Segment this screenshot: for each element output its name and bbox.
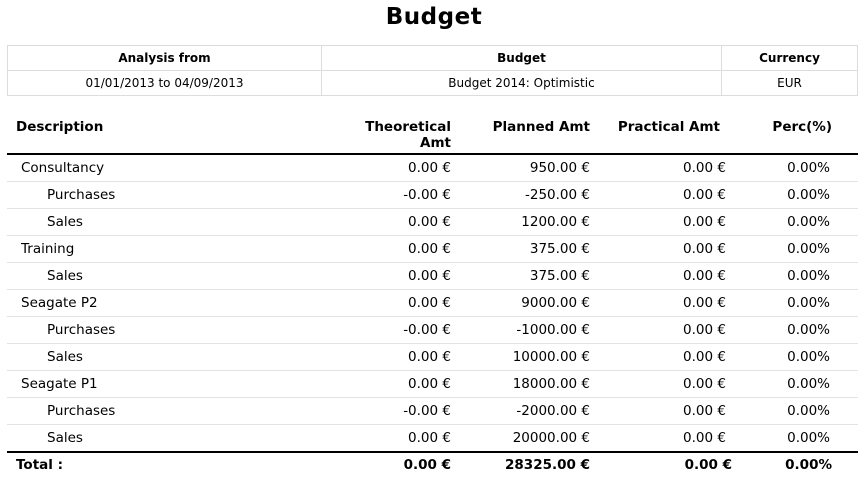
- total-practical: 0.00 €: [600, 451, 742, 477]
- row-perc: 0.00%: [787, 430, 830, 446]
- row-perc: 0.00%: [742, 181, 858, 209]
- budget-lines-table: Description Theoretical Amt Planned Amt P…: [7, 116, 858, 477]
- row-planned-amt: 10000.00 €: [462, 343, 600, 371]
- practical-column-header: Practical Amt: [600, 116, 742, 155]
- row-theoretical-amt: 0.00 €: [322, 343, 462, 371]
- row-theoretical-amt: -0.00 €: [322, 181, 462, 209]
- row-perc: 0.00%: [742, 289, 858, 317]
- budget-group-row: Consultancy 0.00 €950.00 €0.00 €0.00%: [7, 154, 858, 182]
- row-planned-amt: 18000.00 €: [462, 370, 600, 398]
- planned-header-label: Planned Amt: [492, 119, 590, 135]
- row-description: Seagate P2: [7, 289, 322, 317]
- row-practical-amt: 0.00 €: [600, 370, 742, 398]
- budget-group-row: Seagate P1 0.00 €18000.00 €0.00 €0.00%: [7, 370, 858, 398]
- currency-value: EUR: [721, 70, 858, 96]
- row-perc: 0.00%: [742, 208, 858, 236]
- info-value-row: 01/01/2013 to 04/09/2013 Budget 2014: Op…: [7, 70, 858, 96]
- perc-column-header: Perc(%): [742, 116, 858, 155]
- budget-line-row: Purchases -0.00 € -2000.00 €0.00 €0.00%: [7, 397, 858, 425]
- row-perc: 0.00%: [742, 343, 858, 371]
- planned-column-header: Planned Amt: [462, 116, 600, 155]
- row-practical-amt: 0.00 €: [600, 397, 742, 425]
- currency-header: Currency: [721, 45, 858, 71]
- row-theoretical-amt: 0.00 €: [322, 154, 462, 182]
- report-title: Budget: [385, 4, 483, 30]
- row-description: Consultancy: [7, 154, 322, 182]
- row-planned-amt: 375.00 €: [462, 262, 600, 290]
- row-planned-amt: 1200.00 €: [462, 208, 600, 236]
- budget-group-row: Seagate P2 0.00 €9000.00 €0.00 €0.00%: [7, 289, 858, 317]
- row-practical-amt: 0.00 €: [600, 289, 742, 317]
- budget-name: Budget 2014: Optimistic: [321, 70, 722, 96]
- row-practical-amt: 0.00 €: [600, 262, 742, 290]
- row-perc: 0.00%: [742, 370, 858, 398]
- row-planned-amt: -250.00 €: [462, 181, 600, 209]
- row-practical-amt: 0.00 €: [600, 235, 742, 263]
- row-description: Purchases: [7, 181, 322, 209]
- analysis-from-header: Analysis from: [7, 45, 322, 71]
- row-description: Sales: [7, 343, 322, 371]
- description-column-header: Description: [7, 116, 322, 155]
- row-practical-amt: 0.00 €: [683, 430, 726, 446]
- row-theoretical-amt: 0.00 €: [322, 235, 462, 263]
- row-theoretical-amt: 0.00 €: [408, 430, 451, 446]
- theoretical-header-line2: Amt: [420, 135, 451, 151]
- row-description: Sales: [7, 262, 322, 290]
- row-description: Seagate P1: [7, 370, 322, 398]
- practical-header-label: Practical Amt: [617, 119, 720, 135]
- budget-line-row: Sales 0.00 € 20000.00 € 0.00 € 0.00%: [7, 425, 858, 453]
- budget-line-row: Purchases -0.00 € -1000.00 €0.00 €0.00%: [7, 316, 858, 344]
- row-description: Purchases: [7, 316, 322, 344]
- row-planned-amt: -1000.00 €: [462, 316, 600, 344]
- row-theoretical-amt: -0.00 €: [322, 397, 462, 425]
- row-theoretical-amt: 0.00 €: [322, 208, 462, 236]
- row-practical-amt: 0.00 €: [600, 316, 742, 344]
- row-theoretical-amt: 0.00 €: [322, 262, 462, 290]
- row-planned-amt: 375.00 €: [462, 235, 600, 263]
- row-practical-amt: 0.00 €: [600, 154, 742, 182]
- theoretical-column-header: Theoretical Amt: [322, 116, 462, 155]
- row-perc: 0.00%: [742, 154, 858, 182]
- total-label: Total :: [7, 451, 322, 477]
- row-perc: 0.00%: [742, 397, 858, 425]
- row-planned-amt: 20000.00 €: [512, 430, 590, 446]
- row-description: Sales: [7, 208, 322, 236]
- row-perc: 0.00%: [742, 316, 858, 344]
- budget-group-row: Training 0.00 €375.00 €0.00 €0.00%: [7, 235, 858, 263]
- row-description: Sales: [47, 430, 83, 446]
- budget-line-row: Sales 0.00 €1200.00 €0.00 €0.00%: [7, 208, 858, 236]
- total-planned: 28325.00 €: [462, 451, 600, 477]
- analysis-period: 01/01/2013 to 04/09/2013: [7, 70, 322, 96]
- row-description: Purchases: [7, 397, 322, 425]
- report-info-table: Analysis from Budget Currency 01/01/2013…: [7, 45, 858, 96]
- total-row: Total : 0.00 € 28325.00 € 0.00 € 0.00%: [7, 451, 858, 477]
- row-planned-amt: -2000.00 €: [462, 397, 600, 425]
- total-perc: 0.00%: [742, 451, 858, 477]
- budget-line-row: Sales 0.00 €10000.00 €0.00 €0.00%: [7, 343, 858, 371]
- row-planned-amt: 950.00 €: [462, 154, 600, 182]
- row-theoretical-amt: 0.00 €: [322, 370, 462, 398]
- row-practical-amt: 0.00 €: [600, 208, 742, 236]
- theoretical-header-line1: Theoretical: [365, 119, 451, 135]
- column-header-row: Description Theoretical Amt Planned Amt P…: [7, 116, 858, 155]
- budget-header: Budget: [321, 45, 722, 71]
- row-theoretical-amt: -0.00 €: [322, 316, 462, 344]
- description-header-label: Description: [16, 119, 104, 135]
- info-header-row: Analysis from Budget Currency: [7, 45, 858, 71]
- perc-header-label: Perc(%): [772, 119, 832, 135]
- row-perc: 0.00%: [742, 262, 858, 290]
- budget-line-row: Sales 0.00 €375.00 €0.00 €0.00%: [7, 262, 858, 290]
- row-description: Training: [7, 235, 322, 263]
- row-practical-amt: 0.00 €: [600, 181, 742, 209]
- row-theoretical-amt: 0.00 €: [322, 289, 462, 317]
- budget-line-row: Purchases -0.00 € -250.00 €0.00 €0.00%: [7, 181, 858, 209]
- row-perc: 0.00%: [742, 235, 858, 263]
- row-planned-amt: 9000.00 €: [462, 289, 600, 317]
- total-theoretical: 0.00 €: [322, 451, 462, 477]
- row-practical-amt: 0.00 €: [600, 343, 742, 371]
